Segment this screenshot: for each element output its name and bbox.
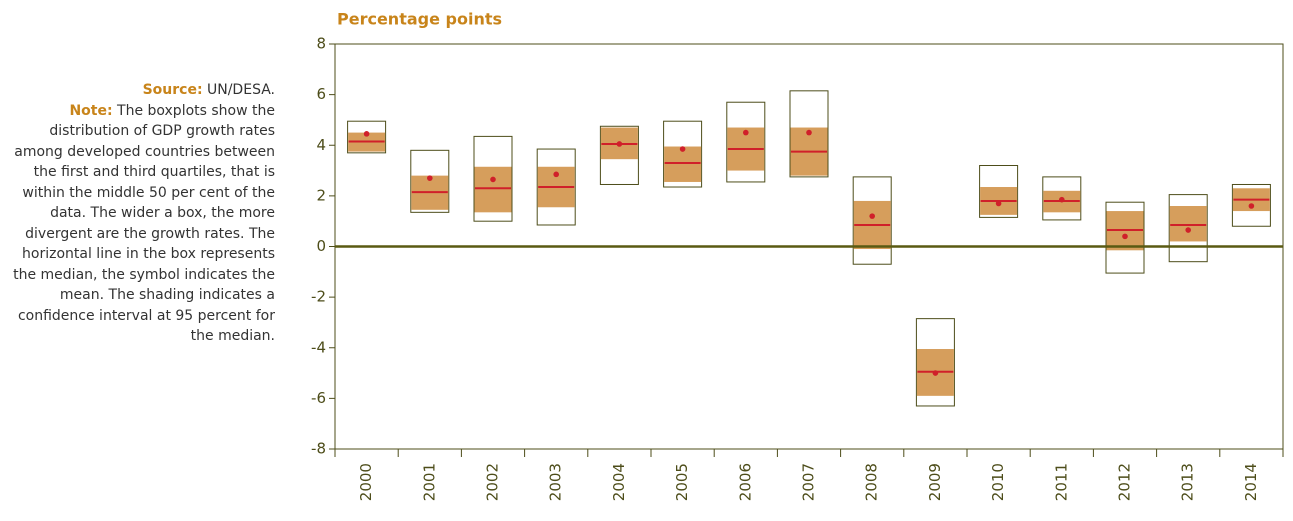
mean [806,129,812,136]
y-tick-label: 0 [316,237,326,255]
x-tick-label: 2001 [420,463,438,501]
source-label: Source: [142,82,203,98]
x-tick-label: 2014 [1242,463,1260,501]
x-tick-label: 2010 [989,463,1007,501]
mean [995,200,1002,207]
x-tick-label: 2002 [484,463,502,501]
y-tick-label: 8 [316,35,326,53]
y-tick-label: 4 [316,136,326,154]
source: UN/DESA. [207,82,275,98]
note: The boxplots show the distribution of GD… [13,102,275,345]
y-tick-label: -2 [311,288,326,306]
mean [427,175,433,181]
mean [616,141,623,147]
mean [363,131,370,137]
x-tick-label: 2013 [1179,463,1197,501]
x-tick-label: 2007 [800,463,818,501]
y-tick-label: 6 [316,85,326,103]
mean [679,146,686,152]
mean [1248,203,1255,209]
x-tick-label: 2000 [357,463,375,501]
x-tick-label: 2004 [610,463,628,501]
y-tick-label: -4 [311,338,326,356]
x-tick-label: 2009 [926,463,944,501]
note-block: Source: UN/DESA. Note: The boxplots show… [0,80,275,347]
chart-title: Percentage points [337,10,502,29]
confidence-shade [664,146,702,182]
mean [932,370,939,376]
y-tick-label: -6 [311,389,326,407]
x-tick-label: 2005 [673,463,691,501]
x-tick-label: 2012 [1116,463,1134,501]
mean [553,171,559,178]
x-tick-label: 2011 [1052,463,1070,501]
mean [743,129,749,136]
y-tick-label: -8 [311,440,326,458]
y-tick-label: 2 [316,186,326,204]
mean [1185,227,1191,233]
confidence-shade [474,166,512,213]
x-tick-label: 2006 [736,463,754,501]
confidence-shade [1169,206,1207,242]
x-tick-label: 2008 [863,463,881,501]
mean [1059,196,1065,203]
mean [869,213,875,219]
note-label: Note: [69,102,113,119]
mean [490,176,496,183]
x-tick-label: 2003 [547,463,565,501]
mean [1122,233,1128,240]
